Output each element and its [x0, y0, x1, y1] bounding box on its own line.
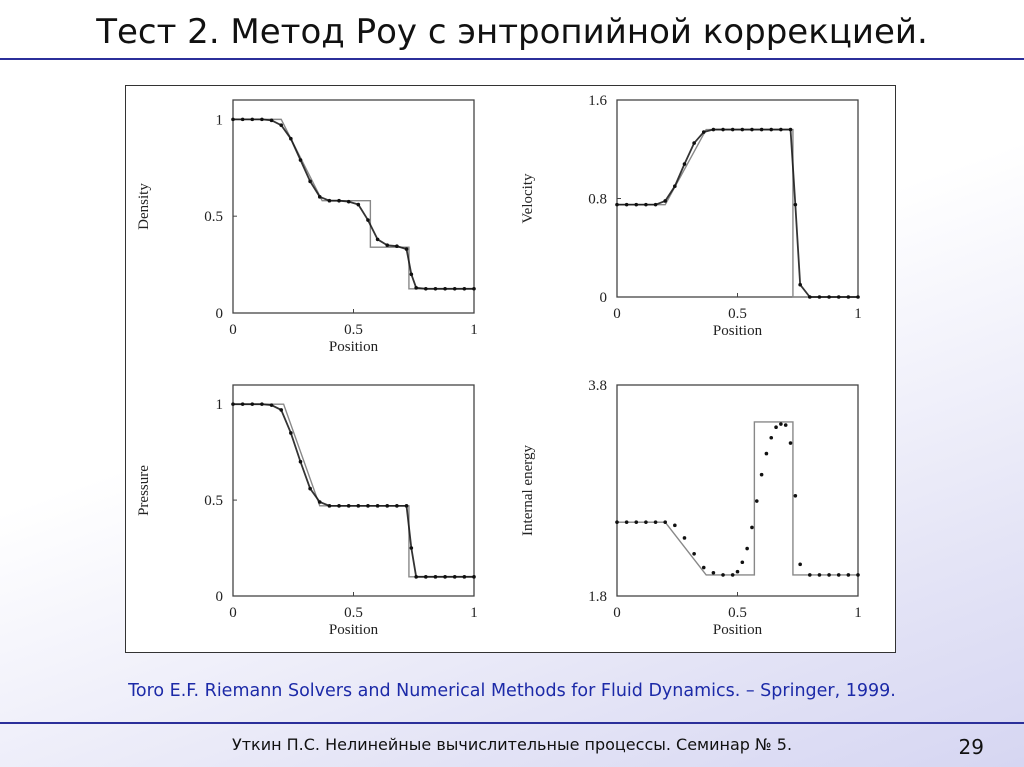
numerical-point — [793, 493, 798, 498]
numerical-curve — [617, 424, 858, 575]
numerical-point — [817, 573, 822, 577]
numerical-point — [692, 552, 696, 556]
y-tick-label: 1.6 — [588, 93, 607, 109]
chart-internal-energy: 0 0.5 1 1.8 3.8 Position Internal energy — [520, 378, 862, 638]
numerical-point — [846, 573, 851, 577]
y-tick-label: 1 — [216, 397, 224, 413]
numerical-curve — [233, 118, 474, 290]
numerical-point — [682, 536, 687, 540]
y-tick-label: 0 — [216, 306, 224, 322]
numerical-point — [701, 565, 706, 570]
numerical-point — [673, 523, 677, 528]
numerical-point — [663, 520, 667, 524]
numerical-curve — [233, 403, 474, 578]
x-tick-label: 0.5 — [728, 306, 747, 322]
numerical-point — [711, 570, 716, 575]
y-axis-label: Pressure — [136, 465, 152, 516]
y-tick-label: 3.8 — [588, 378, 607, 394]
x-tick-label: 0.5 — [728, 605, 747, 621]
footer-text: Уткин П.С. Нелинейные вычислительные про… — [231, 735, 793, 754]
exact-solution-line — [233, 118, 474, 290]
footer-divider — [0, 722, 1024, 724]
x-tick-label: 1 — [470, 605, 478, 621]
numerical-point — [808, 573, 812, 577]
x-tick-label: 0.5 — [344, 605, 363, 621]
numerical-point — [653, 520, 658, 524]
x-tick-label: 0 — [229, 605, 237, 621]
y-tick-label: 1 — [216, 112, 224, 128]
x-tick-label: 0 — [613, 605, 621, 621]
numerical-point — [836, 573, 841, 577]
numerical-point — [750, 525, 754, 530]
numerical-point — [721, 573, 725, 577]
slide-title: Тест 2. Метод Роу с энтропийной коррекци… — [96, 12, 928, 52]
citation: Toro E.F. Riemann Solvers and Numerical … — [128, 681, 896, 701]
y-axis-label: Internal energy — [520, 445, 536, 536]
numerical-curve — [617, 128, 858, 298]
numerical-point — [779, 422, 783, 426]
y-tick-label: 0 — [600, 290, 608, 306]
exact-solution-line — [233, 403, 474, 578]
numerical-point — [798, 562, 802, 567]
plot-frame — [616, 384, 859, 597]
x-tick-label: 1 — [854, 306, 862, 322]
x-axis-label: Position — [329, 339, 379, 355]
plot-frame — [232, 99, 475, 314]
numerical-point — [788, 441, 793, 445]
numerical-point — [730, 573, 735, 577]
y-axis-label: Velocity — [520, 173, 536, 223]
numerical-point — [759, 472, 764, 477]
x-tick-label: 1 — [470, 322, 478, 338]
title-divider — [0, 58, 1024, 60]
chart-velocity: 0 0.5 1 0 0.8 1.6 Position Velocity — [520, 93, 862, 339]
numerical-point — [856, 573, 860, 577]
numerical-point — [783, 423, 788, 427]
chart-density: 0 0.5 1 0 0.5 1 Position Density — [136, 99, 478, 355]
exact-solution-line — [617, 421, 858, 576]
x-axis-label: Position — [713, 622, 763, 638]
y-tick-label: 0.5 — [204, 493, 223, 509]
figure-panel — [125, 85, 896, 653]
plot-frame — [232, 384, 475, 597]
x-axis-label: Position — [713, 323, 763, 339]
numerical-point — [740, 560, 745, 565]
x-tick-label: 1 — [854, 605, 862, 621]
y-tick-label: 0.8 — [588, 192, 607, 208]
numerical-point — [745, 546, 749, 551]
numerical-point — [827, 573, 831, 577]
numerical-point — [634, 520, 639, 524]
x-tick-label: 0 — [613, 306, 621, 322]
numerical-point — [774, 425, 778, 430]
numerical-point — [624, 520, 629, 524]
numerical-point — [735, 569, 740, 574]
numerical-point — [769, 435, 774, 440]
x-tick-label: 0 — [229, 322, 237, 338]
x-tick-label: 0.5 — [344, 322, 363, 338]
y-tick-label: 0 — [216, 589, 224, 605]
numerical-point — [764, 451, 769, 456]
numerical-point — [644, 520, 648, 524]
y-tick-label: 1.8 — [588, 589, 607, 605]
numerical-point — [754, 499, 759, 503]
exact-solution-line — [617, 128, 858, 298]
page-number: 29 — [958, 735, 984, 759]
chart-pressure: 0 0.5 1 0 0.5 1 Position Pressure — [136, 384, 478, 638]
numerical-point — [615, 520, 619, 524]
y-tick-label: 0.5 — [204, 209, 223, 225]
y-axis-label: Density — [136, 183, 152, 230]
x-axis-label: Position — [329, 622, 379, 638]
